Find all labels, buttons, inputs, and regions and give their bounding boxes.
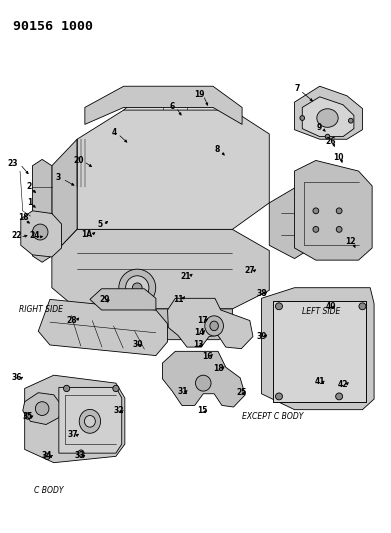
Text: 21: 21 [181,271,191,280]
Text: 35: 35 [23,411,33,421]
Ellipse shape [84,416,95,427]
Polygon shape [294,86,362,139]
Text: 27: 27 [244,266,255,275]
Ellipse shape [32,224,48,240]
Text: 90156 1000: 90156 1000 [13,20,93,33]
Polygon shape [90,289,156,310]
Text: 19: 19 [194,90,204,99]
Ellipse shape [133,283,142,293]
Text: 32: 32 [113,406,124,415]
Text: 40: 40 [325,302,336,311]
Polygon shape [23,393,61,424]
Text: 15: 15 [197,406,208,415]
Text: 13: 13 [194,341,204,350]
Text: 37: 37 [68,430,79,439]
Text: 10: 10 [333,153,344,162]
Text: 3: 3 [55,173,60,182]
Ellipse shape [119,269,156,306]
Text: 41: 41 [314,377,325,386]
Ellipse shape [113,385,119,392]
Polygon shape [124,97,232,152]
Polygon shape [21,211,61,257]
Polygon shape [273,301,366,402]
Text: 33: 33 [75,451,85,461]
Polygon shape [168,298,253,349]
Ellipse shape [276,393,282,400]
Ellipse shape [210,321,219,330]
Text: 18: 18 [213,364,224,373]
Text: 17: 17 [197,316,208,325]
Ellipse shape [336,227,342,232]
Ellipse shape [348,118,353,123]
Text: 42: 42 [338,379,348,389]
Text: 9: 9 [317,123,322,132]
Text: 26: 26 [325,137,336,146]
Ellipse shape [44,453,50,459]
Text: 22: 22 [11,231,22,240]
Text: 34: 34 [42,451,52,461]
Ellipse shape [63,385,70,392]
Ellipse shape [336,208,342,214]
Polygon shape [163,351,245,407]
Polygon shape [262,288,374,410]
Text: 25: 25 [236,387,246,397]
Text: 1: 1 [27,198,32,207]
Text: 18: 18 [19,213,29,222]
Text: 8: 8 [215,146,220,155]
Ellipse shape [317,109,338,127]
Ellipse shape [335,393,343,400]
Text: EXCEPT C BODY: EXCEPT C BODY [242,411,303,421]
Text: LEFT SIDE: LEFT SIDE [302,307,341,316]
Text: 7: 7 [294,84,300,93]
Ellipse shape [35,402,49,416]
Text: 24: 24 [29,231,39,240]
Polygon shape [294,160,372,260]
Polygon shape [77,309,232,340]
Text: 36: 36 [12,373,22,382]
Text: 2: 2 [27,182,32,191]
Ellipse shape [300,116,305,120]
Ellipse shape [126,276,149,300]
Ellipse shape [325,134,330,139]
Text: 30: 30 [132,340,142,349]
Text: C BODY: C BODY [34,486,64,495]
Ellipse shape [313,227,319,232]
Text: 23: 23 [8,159,18,167]
Text: 4: 4 [111,128,117,137]
Ellipse shape [205,316,223,336]
Text: RIGHT SIDE: RIGHT SIDE [19,305,63,314]
Ellipse shape [313,208,319,214]
Text: 5: 5 [98,220,103,229]
Text: 20: 20 [74,156,84,165]
Text: 11: 11 [173,295,183,304]
Text: 39: 39 [256,332,267,341]
Text: 14: 14 [194,328,204,337]
Text: 38: 38 [257,288,267,297]
Polygon shape [52,139,77,256]
Text: 31: 31 [178,386,188,395]
Polygon shape [32,159,52,262]
Polygon shape [77,110,269,229]
Polygon shape [38,300,168,356]
Ellipse shape [196,375,211,391]
Polygon shape [25,375,125,463]
Ellipse shape [276,303,282,310]
Polygon shape [269,188,316,259]
Text: 29: 29 [100,295,110,304]
Text: 28: 28 [67,316,77,325]
Text: 16: 16 [202,352,212,361]
Polygon shape [85,86,242,124]
Ellipse shape [25,413,31,419]
Polygon shape [302,97,354,136]
Ellipse shape [359,303,366,310]
Text: 1A: 1A [81,230,92,239]
Text: 6: 6 [170,102,175,111]
Polygon shape [59,387,122,453]
Text: 12: 12 [346,237,356,246]
Polygon shape [52,229,269,309]
Ellipse shape [79,409,100,433]
Ellipse shape [78,450,84,456]
